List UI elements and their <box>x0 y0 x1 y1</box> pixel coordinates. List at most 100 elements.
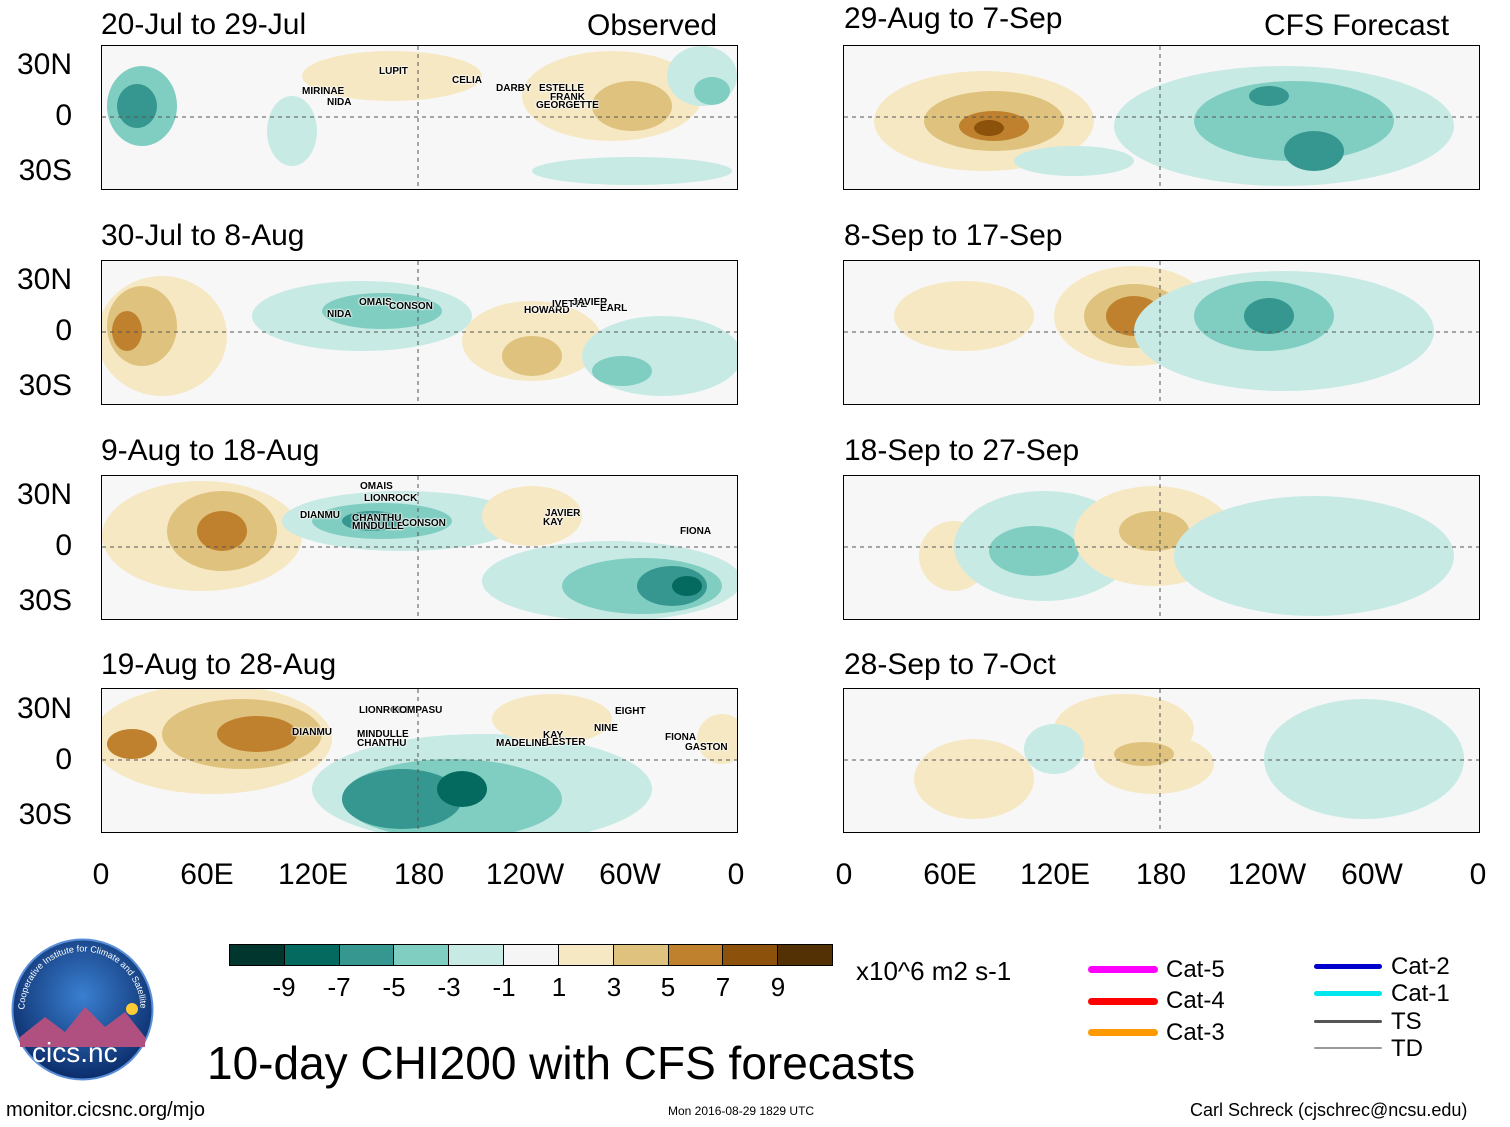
main-title: 10-day CHI200 with CFS forecasts <box>207 1037 916 1089</box>
ylabel-30n: 30N <box>16 478 72 511</box>
colorbar-tick: -1 <box>492 972 516 1002</box>
storm-label: KAY <box>543 730 564 741</box>
colorbar-tick: 3 <box>606 972 622 1002</box>
logo-text: cics.nc <box>32 1037 118 1068</box>
legend-label-cat3: Cat-3 <box>1166 1019 1225 1046</box>
storm-label: GEORGETTE <box>536 100 599 111</box>
colorbar-tick: -5 <box>382 972 406 1002</box>
legend-label-cat2: Cat-2 <box>1391 953 1450 980</box>
panel-title-obs-2: 30-Jul to 8-Aug <box>101 219 305 252</box>
panel-title-obs-4: 19-Aug to 28-Aug <box>101 648 337 681</box>
colorbar-tick: 5 <box>660 972 676 1002</box>
storm-label: KOMPASU <box>392 705 443 716</box>
colorbar-swatch <box>339 945 395 965</box>
panel-title-obs-3: 9-Aug to 18-Aug <box>101 434 320 467</box>
storm-label: CONSON <box>389 301 433 312</box>
footer-author: Carl Schreck (cjschrec@ncsu.edu) <box>1190 1100 1468 1120</box>
storm-label: JAVIER <box>572 297 608 308</box>
footer-timestamp: Mon 2016-08-29 1829 UTC <box>668 1104 815 1118</box>
observed-label: Observed <box>587 9 718 42</box>
map-observed-3: OMAIS LIONROCK DIANMU CHANTHU MINDULLE C… <box>101 475 738 620</box>
forecast-label: CFS Forecast <box>1264 9 1450 42</box>
map-forecast-3 <box>843 475 1480 620</box>
storm-label: NIDA <box>327 309 352 320</box>
legend-label-cat1: Cat-1 <box>1391 980 1450 1007</box>
storm-label: MINDULLE <box>357 729 409 740</box>
panel-title-fc-4: 28-Sep to 7-Oct <box>844 648 1056 681</box>
colorbar-swatch <box>504 945 559 965</box>
panel-title-fc-2: 8-Sep to 17-Sep <box>844 219 1063 252</box>
map-observed-2: OMAIS CONSON NIDA HOWARD IVETTE JAVIER E… <box>101 260 738 405</box>
ylabel-eq: 0 <box>55 99 72 132</box>
storm-label: FRANK <box>550 92 585 103</box>
storm-label: NINE <box>594 723 618 734</box>
legend-line-td <box>1314 1047 1382 1049</box>
colorbar-swatch <box>230 945 285 965</box>
map-forecast-4 <box>843 688 1480 833</box>
storm-label: GASTON <box>685 742 728 753</box>
storm-label: KAY <box>543 517 564 528</box>
ylabel-eq: 0 <box>55 743 72 776</box>
colorbar-swatch <box>613 945 669 965</box>
legend-label-ts: TS <box>1391 1008 1422 1035</box>
panel-title-obs-1: 20-Jul to 29-Jul <box>101 8 307 41</box>
xlabel-120e: 120E <box>277 858 349 891</box>
xlabel-60w: 60W <box>599 858 661 891</box>
logo-graphic: Cooperative Institute for Climate and Sa… <box>8 929 154 1081</box>
ylabel-30s: 30S <box>18 798 72 831</box>
legend-line-cat5 <box>1088 966 1158 973</box>
colorbar-swatch <box>394 945 450 965</box>
panel-title-fc-3: 18-Sep to 27-Sep <box>844 434 1080 467</box>
anomaly-field <box>102 46 737 189</box>
ylabel-eq: 0 <box>55 529 72 562</box>
storm-label: MINDULLE <box>352 521 404 532</box>
colorbar-tick: 1 <box>551 972 567 1002</box>
anomaly-field <box>102 261 737 404</box>
storm-label: LESTER <box>546 737 586 748</box>
storm-label: ESTELLE <box>539 83 585 94</box>
storm-label: CELIA <box>452 75 482 86</box>
colorbar-swatch <box>668 945 724 965</box>
legend-label-td: TD <box>1391 1035 1423 1062</box>
anomaly-field <box>844 261 1479 404</box>
storm-label: DARBY <box>496 83 532 94</box>
ylabel-30n: 30N <box>16 692 72 725</box>
ylabel-30s: 30S <box>18 154 72 187</box>
ylabel-30n: 30N <box>16 263 72 296</box>
map-forecast-1 <box>843 45 1480 190</box>
storm-label: CHANTHU <box>357 738 407 749</box>
storm-label: IVETTE <box>552 299 588 310</box>
panel-title-fc-1: 29-Aug to 7-Sep <box>844 2 1063 35</box>
storm-label: EIGHT <box>615 706 646 717</box>
colorbar <box>229 944 833 966</box>
xlabel-0: 0 <box>92 858 110 891</box>
storm-label: LUPIT <box>379 66 408 77</box>
colorbar-tick: -9 <box>272 972 296 1002</box>
storm-label: MADELINE <box>496 738 549 749</box>
anomaly-field <box>844 476 1479 619</box>
xlabel-180: 180 <box>393 858 445 891</box>
legend-line-cat4 <box>1088 998 1158 1005</box>
legend-label-cat5: Cat-5 <box>1166 956 1225 983</box>
colorbar-swatch <box>558 945 614 965</box>
cicsnc-logo: Cooperative Institute for Climate and Sa… <box>8 929 155 1082</box>
colorbar-units: x10^6 m2 s-1 <box>856 956 1012 986</box>
xlabel-60e: 60E <box>923 858 977 891</box>
storm-label: EARL <box>600 303 628 314</box>
storm-label: LIONROCK <box>364 493 418 504</box>
colorbar-swatch <box>284 945 340 965</box>
storm-label: DIANMU <box>292 727 332 738</box>
anomaly-field <box>844 46 1479 189</box>
storm-label: LIONROCK <box>359 705 413 716</box>
storm-label: JAVIER <box>545 508 581 519</box>
xlabel-180: 180 <box>1135 858 1187 891</box>
legend-label-cat4: Cat-4 <box>1166 987 1225 1014</box>
colorbar-tick: 9 <box>770 972 786 1002</box>
xlabel-120w: 120W <box>1227 858 1307 891</box>
storm-label: FIONA <box>680 526 712 537</box>
anomaly-field <box>102 476 737 619</box>
footer-url: monitor.cicsnc.org/mjo <box>6 1099 205 1121</box>
storm-label: OMAIS <box>359 297 392 308</box>
colorbar-swatch <box>449 945 505 965</box>
anomaly-field <box>844 689 1479 832</box>
